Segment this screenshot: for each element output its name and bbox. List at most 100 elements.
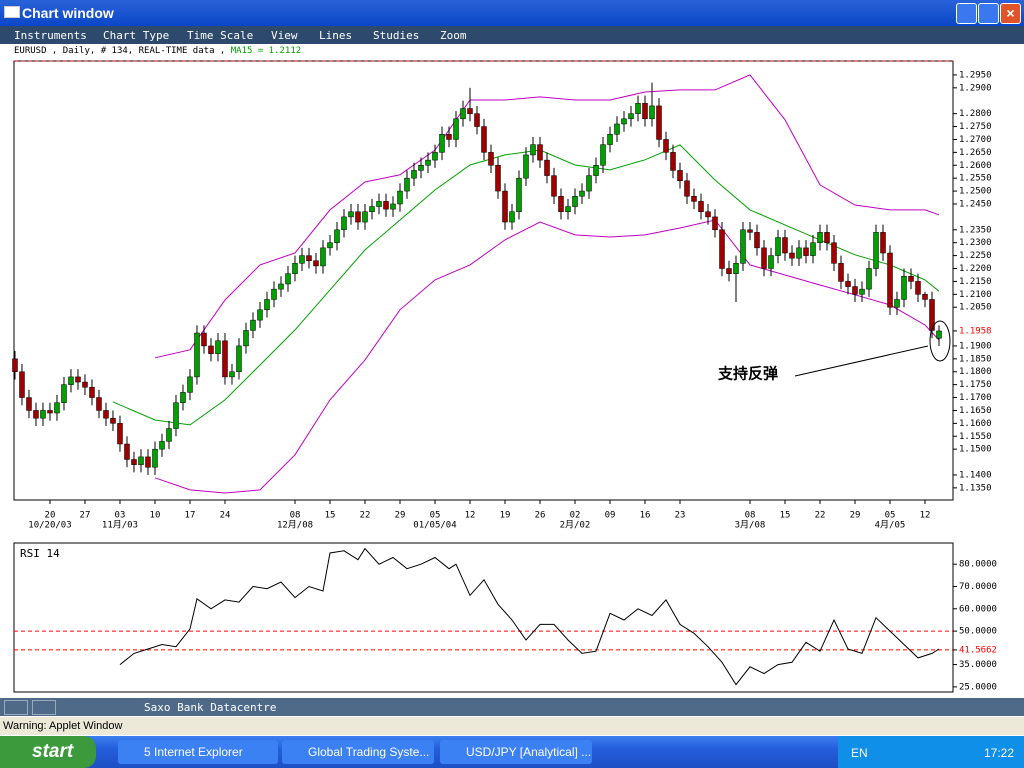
x-tick-label: 22 — [815, 511, 826, 521]
y-tick-label: 1.2350 — [959, 225, 992, 235]
candle-body — [649, 105, 655, 120]
candle-body — [803, 247, 809, 256]
menu-item[interactable]: Instruments — [14, 29, 87, 42]
candle-body — [684, 180, 690, 197]
candle-body — [187, 376, 193, 393]
rsi-line — [119, 547, 940, 686]
x-tick-label-secondary: 10/20/03 — [28, 521, 71, 531]
x-tick-label-secondary: 01/05/04 — [413, 521, 456, 531]
menu-item[interactable]: Time Scale — [187, 29, 254, 42]
start-button[interactable]: start — [0, 736, 96, 768]
candle-body — [866, 268, 872, 290]
candle-body — [712, 216, 718, 231]
candle-body — [572, 195, 578, 207]
candle-body — [250, 319, 256, 331]
x-tick-label: 15 — [325, 511, 336, 521]
candle-body — [705, 211, 711, 218]
status-icon[interactable] — [32, 700, 56, 715]
task-button[interactable]: Global Trading Syste... — [282, 740, 434, 764]
y-tick-label: 70.0000 — [959, 582, 997, 592]
y-tick-label: 1.2450 — [959, 199, 992, 209]
candle-body — [691, 195, 697, 202]
candle-body — [873, 232, 879, 269]
y-tick-label: 1.1500 — [959, 445, 992, 455]
candle-body — [194, 332, 200, 378]
candle-body — [173, 402, 179, 429]
candle-body — [383, 201, 389, 210]
candle-body — [404, 177, 410, 192]
candle-body — [796, 247, 802, 259]
task-button[interactable]: 5 Internet Explorer — [118, 740, 278, 764]
candle-body — [278, 283, 284, 290]
x-tick-label: 17 — [185, 511, 196, 521]
y-tick-label: 1.2200 — [959, 264, 992, 274]
candle-body — [488, 152, 494, 166]
candle-body — [334, 229, 340, 243]
language[interactable]: EN — [851, 746, 868, 760]
candle-body — [341, 216, 347, 231]
candle-body — [376, 201, 382, 207]
y-tick-label: 1.2600 — [959, 161, 992, 171]
warning-text: Warning: Applet Window — [3, 720, 123, 732]
y-tick-label: 1.2250 — [959, 251, 992, 261]
minimize-button[interactable] — [956, 3, 977, 24]
x-tick-label: 22 — [360, 511, 371, 521]
y-tick-label: 1.2800 — [959, 109, 992, 119]
info-line: EURUSD , Daily, # 134, REAL-TIME data , … — [14, 46, 301, 56]
candle-body — [789, 252, 795, 259]
candle-body — [264, 299, 270, 311]
candle-body — [432, 152, 438, 161]
menu-item[interactable]: Studies — [373, 29, 420, 42]
indicator-line — [154, 219, 940, 494]
y-tick-label: 1.2900 — [959, 83, 992, 93]
candle-body — [831, 242, 837, 264]
indicator-line — [154, 74, 940, 359]
candle-body — [698, 201, 704, 212]
taskbar: start 5 Internet Explorer Global Trading… — [0, 736, 1024, 768]
tray — [838, 736, 1024, 768]
y-tick-label: 1.1958 — [959, 326, 992, 336]
x-tick-label-secondary: 3月/08 — [735, 520, 766, 531]
menu-item[interactable]: Lines — [319, 29, 353, 42]
y-tick-label: 25.0000 — [959, 682, 997, 692]
close-button[interactable]: × — [1000, 3, 1021, 24]
candle-body — [75, 376, 81, 383]
status-icon[interactable] — [4, 700, 28, 715]
candle-body — [439, 134, 445, 153]
candle-body — [600, 144, 606, 166]
candle-body — [544, 159, 550, 176]
candle-body — [537, 144, 543, 161]
maximize-button[interactable] — [978, 3, 999, 24]
chart-area: 1.2950 1.2900 1.2800 1.2750 1.2700 1.2650 1.26… — [12, 60, 997, 693]
menu-item[interactable]: Chart Type — [103, 29, 170, 42]
menu-item[interactable]: Zoom — [440, 29, 467, 42]
candle-body — [936, 330, 942, 339]
candle-body — [12, 358, 18, 372]
y-tick-label: 41.5662 — [959, 645, 997, 655]
y-tick-label: 1.2500 — [959, 187, 992, 197]
y-tick-label: 1.2950 — [959, 70, 992, 80]
y-tick-label: 80.0000 — [959, 560, 997, 570]
x-tick-label-secondary: 11月/03 — [102, 520, 138, 531]
task-button[interactable]: USD/JPY [Analytical] ... — [440, 740, 592, 764]
candle-body — [285, 273, 291, 285]
candle-body — [915, 281, 921, 295]
y-tick-label: 1.1800 — [959, 367, 992, 377]
status-bar: Saxo Bank Datacentre — [0, 698, 1024, 716]
candle-body — [117, 423, 123, 445]
y-tick-label: 1.2100 — [959, 290, 992, 300]
candle-body — [894, 299, 900, 308]
y-tick-label: 1.1750 — [959, 380, 992, 390]
candle-body — [509, 211, 515, 223]
candle-body — [635, 103, 641, 114]
y-tick-label: 1.1350 — [959, 483, 992, 493]
candle-body — [516, 177, 522, 212]
x-tick-label: 19 — [500, 511, 511, 521]
candle-body — [68, 376, 74, 385]
y-tick-label: 1.2050 — [959, 303, 992, 313]
candle-body — [390, 203, 396, 210]
annotation: 支持反弹 — [717, 365, 778, 383]
x-tick-label: 05 — [885, 511, 896, 521]
menu-item[interactable]: View — [271, 29, 298, 42]
